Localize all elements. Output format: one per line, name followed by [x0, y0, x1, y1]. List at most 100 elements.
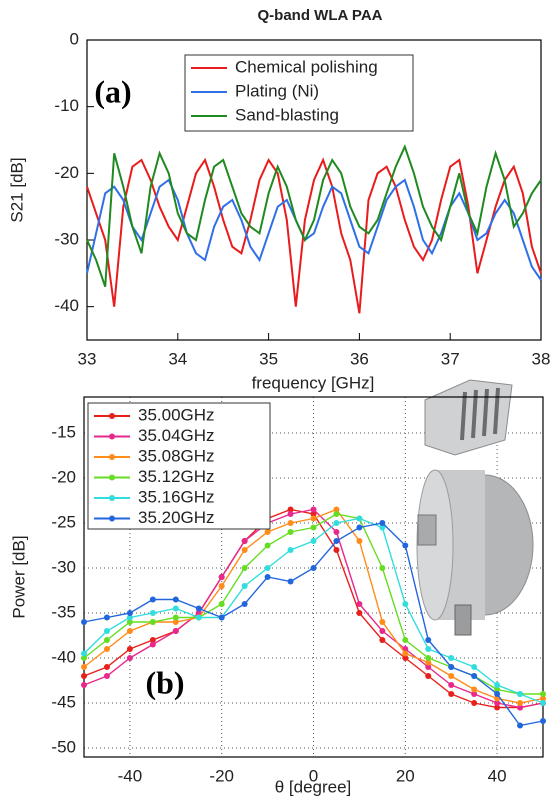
point: [218, 614, 225, 621]
point: [172, 596, 179, 603]
x-tick-label: -40: [118, 766, 143, 785]
point: [310, 524, 317, 531]
point: [379, 520, 386, 526]
point: [425, 659, 432, 666]
point: [402, 542, 409, 549]
y-tick-label: -50: [51, 737, 76, 756]
point: [540, 700, 546, 706]
point: [172, 628, 179, 634]
y-tick-label: -40: [51, 647, 76, 666]
point: [287, 511, 294, 517]
legend-marker: [109, 454, 115, 460]
point: [448, 673, 455, 679]
point: [471, 673, 478, 679]
point: [356, 610, 363, 616]
point: [379, 637, 386, 643]
point: [448, 655, 455, 661]
point: [126, 614, 133, 621]
y-tick-label: -10: [54, 96, 79, 115]
point: [540, 695, 546, 702]
point: [425, 673, 432, 679]
y-tick-label: -25: [51, 512, 76, 531]
point: [241, 565, 248, 571]
point: [103, 664, 110, 670]
y-axis-label: Power [dB]: [9, 535, 28, 618]
point: [379, 619, 386, 625]
y-tick-label: -30: [54, 229, 79, 248]
point: [81, 682, 87, 688]
point: [264, 565, 271, 571]
point: [310, 511, 317, 517]
point: [81, 650, 87, 657]
legend-marker: [109, 515, 115, 522]
point: [310, 506, 317, 513]
point: [172, 619, 179, 625]
point: [126, 610, 133, 616]
legend-marker: [109, 474, 115, 481]
x-tick-label: 35: [259, 349, 278, 368]
point: [333, 547, 340, 553]
point: [402, 601, 409, 607]
point: [379, 628, 386, 634]
point: [333, 520, 340, 526]
legend-label: Sand-blasting: [235, 105, 339, 124]
point: [356, 515, 363, 522]
point: [264, 529, 271, 535]
point: [241, 538, 248, 544]
legend-label: 35.00GHz: [138, 405, 215, 424]
point: [402, 650, 409, 657]
point: [126, 628, 133, 634]
point: [149, 596, 156, 603]
point: [333, 529, 340, 535]
point: [126, 619, 133, 625]
point: [379, 524, 386, 531]
point: [471, 700, 478, 706]
point: [333, 506, 340, 513]
point: [149, 641, 156, 648]
point: [149, 610, 156, 616]
y-tick-label: -15: [51, 422, 76, 441]
legend-label: 35.20GHz: [138, 508, 215, 527]
legend-label: Chemical polishing: [235, 57, 378, 76]
point: [494, 700, 501, 706]
y-tick-label: -20: [54, 163, 79, 182]
point: [356, 524, 363, 531]
point: [356, 601, 363, 607]
plot-frame: [83, 396, 544, 758]
point: [448, 691, 455, 697]
point: [494, 686, 501, 693]
chart-title: Q-band WLA PAA: [258, 7, 383, 24]
y-axis-label: S21 [dB]: [7, 157, 26, 222]
point: [264, 574, 271, 580]
point: [103, 673, 110, 679]
point: [494, 682, 501, 688]
point: [103, 628, 110, 634]
panel-label: (b): [145, 664, 184, 700]
x-axis-label: θ [degree]: [275, 777, 352, 796]
point: [287, 506, 294, 513]
antenna-photo: [416, 379, 534, 636]
point: [448, 664, 455, 670]
x-tick-label: 33: [78, 349, 97, 368]
point: [402, 637, 409, 643]
y-tick-label: -45: [51, 692, 76, 711]
point: [172, 605, 179, 612]
point: [241, 583, 248, 589]
point: [287, 547, 294, 553]
point: [103, 614, 110, 621]
point: [81, 619, 87, 625]
point: [517, 700, 524, 706]
y-tick-label: -30: [51, 557, 76, 576]
legend-label: 35.08GHz: [138, 446, 215, 465]
x-axis-label: frequency [GHz]: [252, 373, 375, 392]
point: [81, 664, 87, 670]
point: [287, 578, 294, 585]
point: [448, 682, 455, 688]
legend-marker: [109, 413, 115, 419]
point: [540, 691, 546, 697]
x-tick-label: 36: [350, 349, 369, 368]
x-tick-label: 40: [488, 766, 507, 785]
point: [310, 565, 317, 571]
point: [471, 686, 478, 693]
